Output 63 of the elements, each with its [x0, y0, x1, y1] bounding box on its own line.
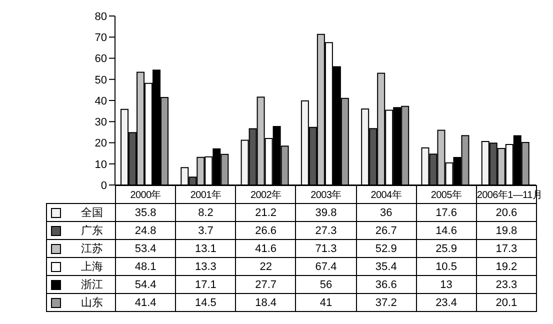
data-label: 56 — [296, 276, 356, 294]
data-label: 26.7 — [356, 222, 416, 240]
y-tick-label: 0 — [100, 180, 107, 192]
data-label: 14.5 — [176, 294, 236, 312]
legend-label: 山东 — [81, 296, 103, 310]
x-tick-label: 2005年 — [416, 186, 476, 204]
x-tick-label: 2004年 — [356, 186, 416, 204]
data-label: 35.8 — [116, 204, 176, 222]
data-label: 22 — [236, 258, 296, 276]
data-label: 24.8 — [116, 222, 176, 240]
data-label: 10.5 — [416, 258, 476, 276]
data-label: 67.4 — [296, 258, 356, 276]
data-label: 25.9 — [416, 240, 476, 258]
data-label: 37.2 — [356, 294, 416, 312]
y-tick-label: 60 — [94, 53, 107, 66]
data-label: 17.6 — [416, 204, 476, 222]
data-label: 23.3 — [476, 276, 536, 294]
y-tick-label: 80 — [94, 10, 107, 23]
legend-label: 浙江 — [81, 278, 103, 292]
legend-label: 上海 — [81, 260, 103, 274]
data-label: 3.7 — [176, 222, 236, 240]
y-tick-label: 20 — [94, 138, 107, 150]
data-label: 36.6 — [356, 276, 416, 294]
data-label: 52.9 — [356, 240, 416, 258]
data-label: 19.2 — [476, 258, 536, 276]
data-label: 48.1 — [116, 258, 176, 276]
x-tick-label: 2003年 — [296, 186, 356, 204]
data-label: 26.6 — [236, 222, 296, 240]
legend-label: 江苏 — [81, 242, 103, 256]
data-label: 41 — [296, 294, 356, 312]
data-label: 13.1 — [176, 240, 236, 258]
x-tick-label: 2000年 — [116, 186, 176, 204]
data-label: 27.7 — [236, 276, 296, 294]
data-label: 14.6 — [416, 222, 476, 240]
x-tick-label: 2001年 — [176, 186, 236, 204]
data-label: 17.3 — [476, 240, 536, 258]
data-label: 20.1 — [476, 294, 536, 312]
data-label: 18.4 — [236, 294, 296, 312]
data-label: 13 — [416, 276, 476, 294]
data-label: 19.8 — [476, 222, 536, 240]
data-label: 21.2 — [236, 204, 296, 222]
data-label: 41.4 — [116, 294, 176, 312]
data-label: 71.3 — [296, 240, 356, 258]
y-tick-label: 40 — [94, 95, 107, 108]
data-label: 36 — [356, 204, 416, 222]
x-tick-label: 2002年 — [236, 186, 296, 204]
data-label: 53.4 — [116, 240, 176, 258]
data-label: 35.4 — [356, 258, 416, 276]
data-label: 23.4 — [416, 294, 476, 312]
legend-label: 广东 — [81, 224, 103, 238]
data-label: 41.6 — [236, 240, 296, 258]
data-label: 39.8 — [296, 204, 356, 222]
data-label: 13.3 — [176, 258, 236, 276]
y-tick-label: 10 — [94, 158, 107, 171]
data-label: 27.3 — [296, 222, 356, 240]
data-label: 20.6 — [476, 204, 536, 222]
data-label: 17.1 — [176, 276, 236, 294]
y-tick-label: 30 — [94, 116, 107, 129]
data-label: 54.4 — [116, 276, 176, 294]
y-tick-label: 50 — [94, 74, 107, 86]
legend-label: 全国 — [81, 206, 103, 220]
y-tick-label: 70 — [94, 32, 107, 44]
data-label: 8.2 — [176, 204, 236, 222]
